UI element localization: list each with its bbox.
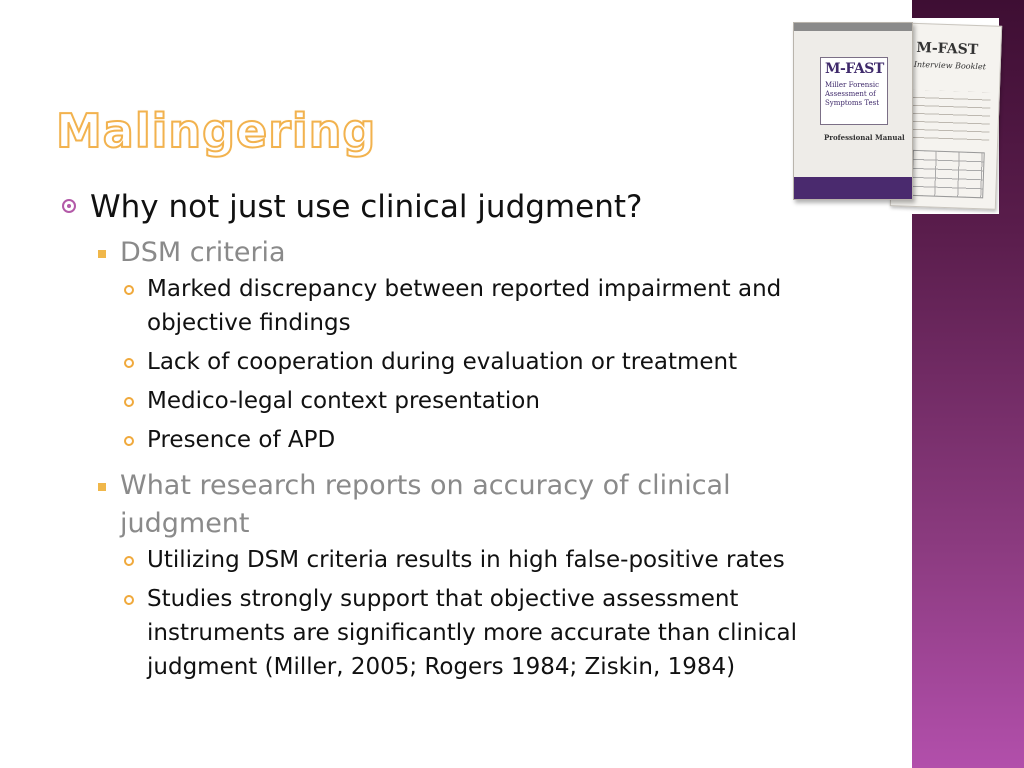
bullet-level3: Utilizing DSM criteria results in high f… bbox=[62, 543, 857, 577]
front-manual-label: Professional Manual bbox=[824, 133, 905, 142]
bullet-text: Lack of cooperation during evaluation or… bbox=[147, 349, 738, 375]
professional-manual: M-FAST Miller Forensic Assessment of Sym… bbox=[793, 22, 913, 200]
bullet-square-icon bbox=[98, 250, 106, 258]
bullet-level3: Marked discrepancy between reported impa… bbox=[62, 272, 857, 340]
bullet-ring-icon bbox=[124, 358, 134, 368]
bullet-level3: Presence of APD bbox=[62, 423, 857, 457]
bullet-text: Utilizing DSM criteria results in high f… bbox=[147, 547, 785, 573]
publisher-band bbox=[794, 177, 912, 199]
front-logo: M-FAST bbox=[825, 61, 884, 77]
slide-title: Malingering bbox=[55, 103, 377, 159]
logo-frame bbox=[820, 57, 888, 125]
bullet-ring-icon bbox=[124, 556, 134, 566]
bullet-ring-icon bbox=[124, 595, 134, 605]
bullet-text: Marked discrepancy between reported impa… bbox=[147, 276, 782, 336]
bullet-level2: DSM criteria bbox=[62, 234, 780, 272]
bullet-circle-icon bbox=[62, 199, 76, 213]
score-table bbox=[911, 149, 985, 199]
m-fast-booklet-image: M-FAST Interview Booklet M-FAST Miller F… bbox=[793, 18, 1003, 214]
bullet-level3: Medico-legal context presentation bbox=[62, 384, 857, 418]
slide-content: Why not just use clinical judgment? DSM … bbox=[62, 186, 902, 689]
bullet-text: Studies strongly support that objective … bbox=[147, 586, 798, 680]
bullet-text: What research reports on accuracy of cli… bbox=[120, 470, 731, 539]
bullet-square-icon bbox=[98, 483, 106, 491]
back-logo: M-FAST bbox=[916, 39, 979, 59]
bullet-ring-icon bbox=[124, 285, 134, 295]
bullet-level3: Lack of cooperation during evaluation or… bbox=[62, 345, 857, 379]
bullet-text: Why not just use clinical judgment? bbox=[90, 189, 643, 225]
bullet-level1: Why not just use clinical judgment? bbox=[62, 186, 902, 228]
bullet-text: Medico-legal context presentation bbox=[147, 388, 540, 414]
form-lines bbox=[907, 89, 991, 147]
bullet-ring-icon bbox=[124, 397, 134, 407]
bullet-level3: Studies strongly support that objective … bbox=[62, 582, 857, 684]
top-band bbox=[794, 23, 912, 31]
back-subtitle: Interview Booklet bbox=[913, 59, 987, 72]
bullet-ring-icon bbox=[124, 436, 134, 446]
bullet-level2: What research reports on accuracy of cli… bbox=[62, 467, 780, 543]
front-subtitle: Miller Forensic Assessment of Symptoms T… bbox=[825, 81, 880, 107]
bullet-text: DSM criteria bbox=[120, 237, 286, 268]
bullet-text: Presence of APD bbox=[147, 427, 336, 453]
